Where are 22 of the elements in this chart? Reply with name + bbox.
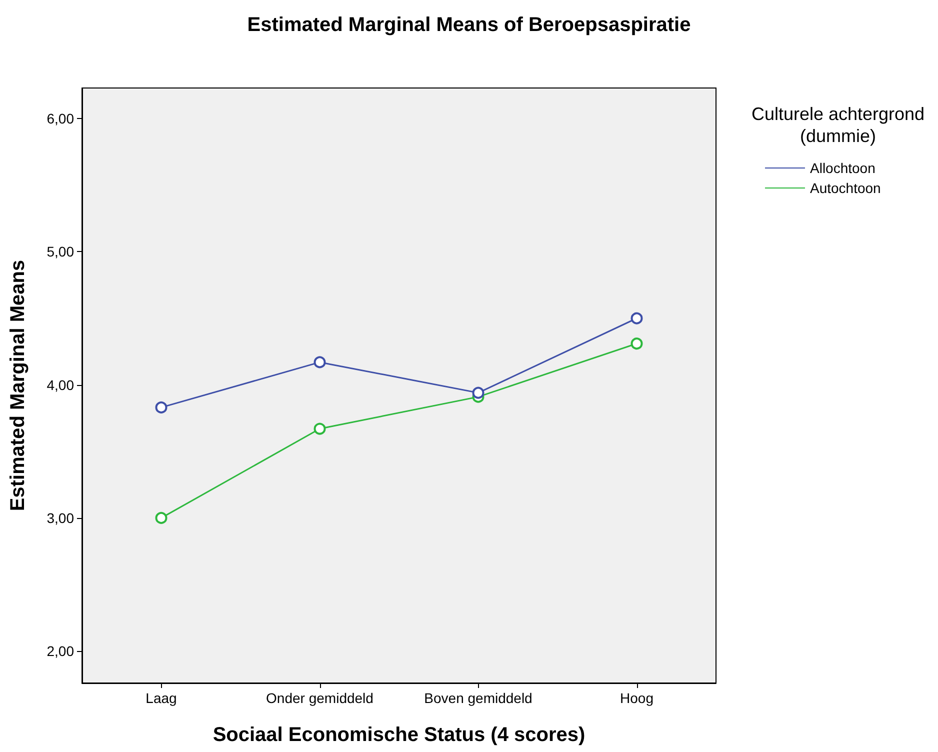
legend-label: Autochtoon <box>810 180 881 196</box>
point <box>314 422 326 435</box>
point <box>630 338 643 350</box>
y-tick-label: 4,00 <box>46 376 74 393</box>
y-axis-title: Estimated Marginal Means <box>7 260 29 512</box>
chart-title: Estimated Marginal Means of Beroepsaspiratie <box>247 14 691 36</box>
point <box>155 401 168 414</box>
x-tick-label: Hoog <box>620 690 654 706</box>
point <box>630 312 643 324</box>
y-tick-label: 3,00 <box>46 510 74 526</box>
y-tick-label: 2,00 <box>46 643 74 660</box>
legend-title: Culturele achtergrond (dummie) <box>751 104 925 146</box>
x-tick-label: Boven gemiddeld <box>424 690 532 706</box>
point <box>155 512 168 524</box>
y-tick-label: 6,00 <box>46 110 74 127</box>
x-tick-label: Onder gemiddeld <box>266 690 374 706</box>
legend-label: Allochtoon <box>810 160 876 176</box>
x-tick-label: Laag <box>146 690 177 706</box>
point <box>314 356 326 368</box>
point <box>472 386 484 399</box>
y-tick-label: 5,00 <box>46 244 74 260</box>
x-axis-title: Sociaal Economische Status (4 scores) <box>212 724 586 746</box>
